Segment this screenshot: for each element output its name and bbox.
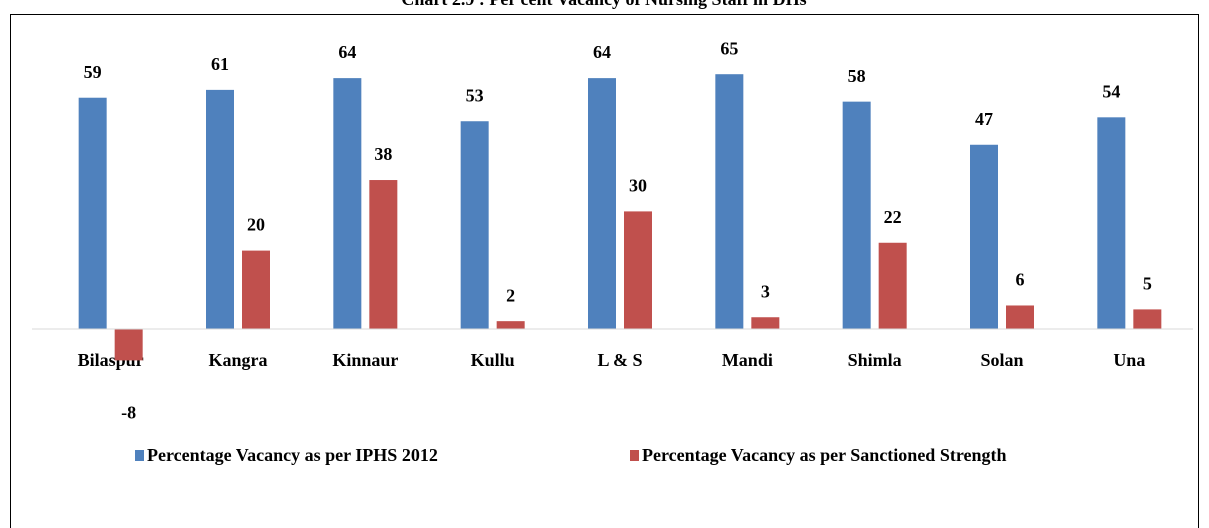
x-tick-label: Shimla: [848, 350, 902, 370]
x-tick-label: L & S: [597, 350, 642, 370]
bar: [1133, 309, 1162, 329]
data-label: 38: [374, 144, 392, 164]
data-label: 6: [1016, 270, 1025, 290]
bar: [715, 74, 744, 329]
data-label: 2: [506, 285, 515, 305]
data-label: 22: [884, 207, 902, 227]
x-tick-label: Kullu: [471, 350, 515, 370]
bar: [78, 97, 107, 329]
data-label: 59: [84, 62, 102, 82]
data-label: 5: [1143, 274, 1152, 294]
bar: [842, 101, 871, 329]
bar: [242, 250, 270, 329]
chart-frame: [10, 14, 1199, 528]
chart-title: Chart 2.9 : Per cent Vacancy of Nursing …: [401, 0, 806, 9]
bar: [1006, 305, 1034, 329]
legend-swatch: [135, 450, 144, 461]
legend-label: Percentage Vacancy as per IPHS 2012: [147, 445, 438, 465]
bar: [588, 78, 616, 330]
legend-swatch: [630, 450, 639, 461]
bar: [751, 317, 780, 329]
data-label: 53: [466, 85, 484, 105]
data-label: 65: [720, 38, 738, 58]
bar: [206, 89, 234, 329]
bar: [460, 121, 489, 330]
bar: [114, 329, 143, 361]
data-label: 61: [211, 54, 229, 74]
bar: [624, 211, 652, 329]
x-tick-label: Una: [1113, 350, 1145, 370]
x-tick-label: Solan: [980, 350, 1023, 370]
x-tick-label: Mandi: [722, 350, 773, 370]
data-label: 54: [1102, 81, 1120, 101]
bar: [970, 144, 998, 329]
legend-label: Percentage Vacancy as per Sanctioned Str…: [642, 445, 1007, 465]
x-tick-label: Kinnaur: [332, 350, 398, 370]
data-label: 47: [975, 109, 993, 129]
data-label: 58: [848, 66, 866, 86]
data-label: 64: [338, 42, 356, 62]
data-label: 64: [593, 42, 611, 62]
x-tick-label: Kangra: [208, 350, 267, 370]
data-label: 3: [761, 281, 770, 301]
bar: [369, 180, 398, 329]
bar: [878, 242, 907, 329]
bar: [496, 321, 525, 329]
bar: [1097, 117, 1126, 329]
data-label: 30: [629, 176, 647, 196]
bar: [333, 78, 362, 330]
data-label: 20: [247, 215, 265, 235]
data-label: -8: [121, 402, 136, 422]
